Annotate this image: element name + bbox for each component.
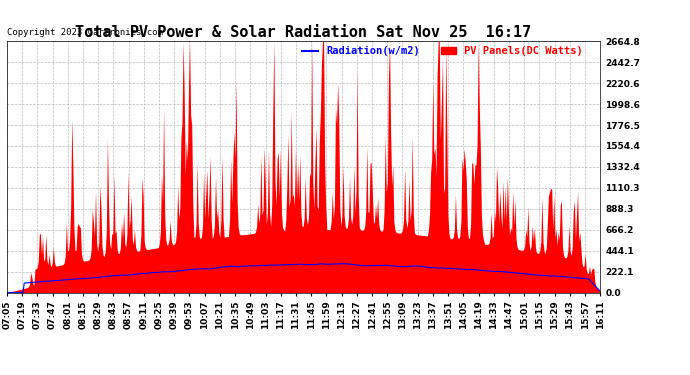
Legend: Radiation(w/m2), PV Panels(DC Watts): Radiation(w/m2), PV Panels(DC Watts) — [298, 42, 587, 61]
Title: Total PV Power & Solar Radiation Sat Nov 25  16:17: Total PV Power & Solar Radiation Sat Nov… — [75, 25, 532, 40]
Text: Copyright 2023 Cartronics.com: Copyright 2023 Cartronics.com — [7, 28, 163, 38]
